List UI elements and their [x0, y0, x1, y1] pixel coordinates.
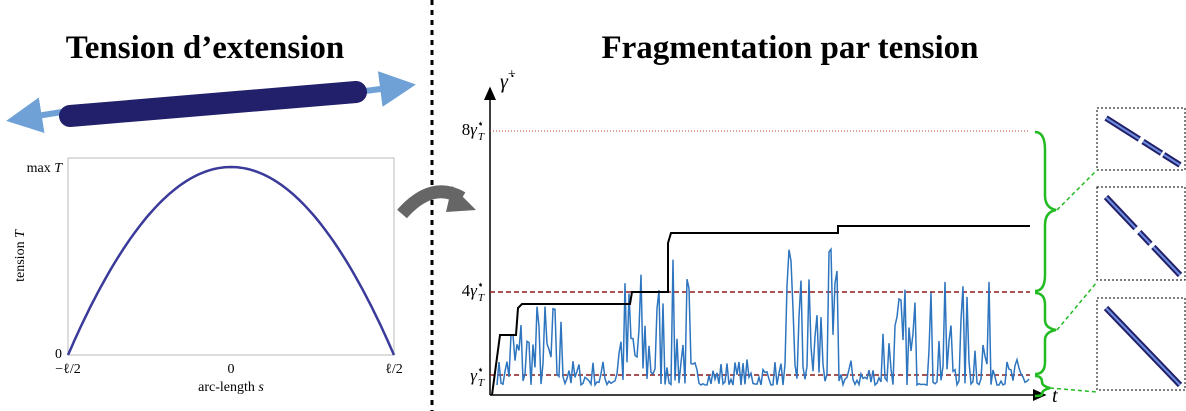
x-left-label: −ℓ/2	[55, 362, 81, 377]
level-sub: T	[478, 377, 485, 389]
inset-rod-core	[1142, 140, 1163, 155]
x-right-label: ℓ/2	[385, 362, 403, 377]
y-axis-label: γ̇+	[500, 67, 516, 93]
x-mid-label: 0	[228, 362, 235, 377]
level-sup: ⋆	[477, 279, 484, 291]
max-staircase	[491, 225, 1030, 396]
y-axis-label: tension T	[13, 229, 28, 282]
inset-frame	[1096, 186, 1186, 281]
rod	[6, 71, 416, 134]
y-zero-label: 0	[55, 347, 62, 362]
inset-rod-core	[1105, 117, 1140, 140]
braces	[1034, 130, 1057, 398]
plot-frame	[67, 157, 395, 356]
right-title: Fragmentation par tension	[601, 30, 978, 66]
left-title: Tension d’extension	[66, 30, 344, 66]
shear-signal	[496, 247, 1030, 388]
level-label: γ̇⋆ T	[470, 364, 485, 389]
level-sub: T	[478, 131, 485, 143]
inset-rod-core	[1105, 307, 1181, 386]
tension-curve	[66, 165, 396, 356]
level-coef: 8	[462, 120, 471, 139]
level-sup: ⋆	[477, 118, 484, 130]
inset-links	[1049, 169, 1098, 393]
inset-frame	[1096, 297, 1186, 391]
level-coef: 4	[462, 281, 471, 300]
x-axis-label: arc-length s	[198, 380, 264, 395]
inset-frame	[1096, 107, 1186, 171]
inset-rod-core	[1163, 153, 1181, 166]
inset-rod-core	[1138, 231, 1152, 245]
insets	[1096, 107, 1186, 391]
x-axis-label: t	[1052, 385, 1058, 407]
transition-arrowhead	[446, 186, 476, 212]
level-symbol: γ̇	[470, 281, 482, 300]
level-label: 8γ̇⋆ T	[462, 118, 485, 143]
level-sup: ⋆	[477, 364, 484, 376]
level-symbol: γ̇	[470, 366, 482, 385]
level-sub: T	[478, 292, 485, 304]
inset-rod-core	[1152, 246, 1181, 276]
level-symbol: γ̇	[470, 120, 482, 139]
y-top-label: max T	[27, 161, 64, 176]
level-label: 4γ̇⋆ T	[462, 279, 485, 304]
inset-rod-core	[1105, 196, 1137, 229]
